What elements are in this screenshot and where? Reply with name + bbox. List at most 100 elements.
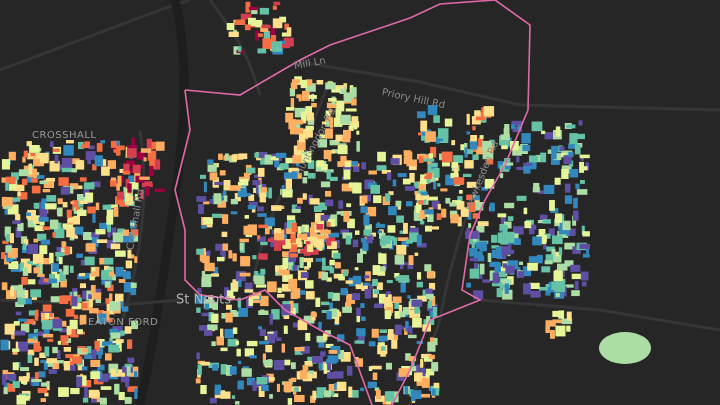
- building: [37, 273, 45, 277]
- building: [255, 30, 259, 41]
- building: [77, 274, 87, 280]
- building: [261, 187, 268, 193]
- building: [234, 193, 241, 202]
- building: [10, 285, 22, 291]
- building: [568, 151, 574, 157]
- building: [14, 184, 25, 192]
- building: [300, 346, 310, 354]
- building: [399, 230, 406, 234]
- building: [269, 313, 273, 325]
- building: [61, 295, 72, 301]
- building: [248, 201, 258, 207]
- building: [7, 383, 16, 392]
- building: [543, 244, 547, 250]
- building: [196, 307, 201, 313]
- building: [100, 386, 112, 390]
- building: [40, 276, 45, 281]
- building: [543, 184, 555, 194]
- building: [394, 324, 402, 336]
- building: [523, 283, 531, 295]
- building: [379, 329, 387, 333]
- building: [578, 120, 583, 126]
- building: [257, 236, 266, 242]
- building: [371, 328, 379, 338]
- building: [572, 215, 577, 226]
- building: [318, 321, 322, 330]
- building: [290, 307, 296, 315]
- building: [148, 165, 154, 176]
- building: [44, 360, 54, 367]
- building: [562, 220, 571, 231]
- building: [37, 388, 48, 394]
- building: [154, 159, 161, 170]
- building: [20, 367, 30, 371]
- building: [532, 236, 542, 246]
- building: [546, 246, 555, 252]
- building: [12, 197, 21, 202]
- building: [134, 256, 138, 263]
- building: [423, 158, 435, 162]
- building: [305, 125, 314, 131]
- building: [497, 232, 507, 244]
- building: [249, 355, 257, 359]
- building: [60, 335, 69, 342]
- building: [316, 387, 327, 396]
- building: [287, 398, 293, 405]
- building: [333, 273, 342, 279]
- building: [320, 351, 326, 357]
- building: [43, 179, 55, 188]
- building: [238, 46, 242, 52]
- building: [510, 141, 519, 151]
- building: [115, 339, 124, 343]
- building: [326, 170, 331, 180]
- building: [431, 201, 440, 210]
- building: [347, 218, 355, 229]
- building: [528, 256, 540, 263]
- building: [321, 164, 328, 170]
- building: [39, 352, 47, 358]
- building: [203, 201, 210, 205]
- building: [367, 381, 377, 389]
- building: [521, 133, 531, 144]
- building: [281, 32, 289, 37]
- building: [326, 114, 331, 122]
- building: [413, 210, 423, 221]
- building: [464, 147, 468, 158]
- building: [33, 238, 39, 243]
- building: [118, 279, 126, 283]
- building: [244, 24, 251, 31]
- building: [420, 191, 428, 196]
- building: [358, 335, 365, 344]
- building: [123, 163, 130, 173]
- building: [511, 120, 523, 126]
- building: [147, 150, 157, 161]
- building: [18, 341, 29, 352]
- building: [63, 265, 69, 275]
- building: [325, 343, 334, 348]
- building: [88, 294, 92, 299]
- building: [491, 249, 498, 258]
- building: [550, 330, 555, 339]
- building: [302, 128, 313, 138]
- building: [294, 107, 306, 118]
- building: [355, 282, 363, 290]
- building: [88, 389, 100, 398]
- building: [109, 337, 113, 343]
- building: [84, 141, 90, 149]
- building: [495, 246, 501, 256]
- building: [72, 356, 83, 364]
- building: [477, 221, 489, 227]
- building: [307, 260, 311, 268]
- building: [110, 179, 117, 187]
- building: [427, 270, 435, 279]
- building: [507, 260, 519, 270]
- building: [288, 167, 299, 175]
- building: [403, 157, 410, 164]
- building: [275, 152, 287, 158]
- building: [556, 146, 562, 152]
- building: [333, 117, 343, 127]
- building: [65, 354, 74, 358]
- building: [110, 368, 116, 377]
- building: [338, 200, 344, 209]
- building: [248, 295, 260, 300]
